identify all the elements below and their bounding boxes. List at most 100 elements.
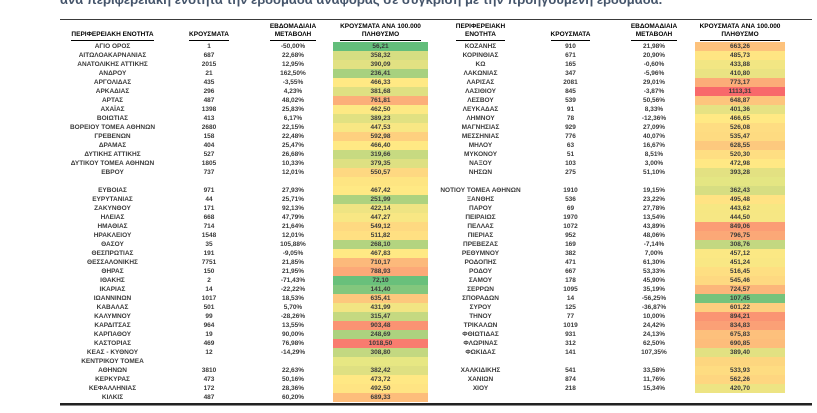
per-100k-cell: 628,55 (695, 141, 785, 150)
weekly-change-cell (253, 177, 333, 186)
cases-cell: 737 (203, 169, 215, 176)
table-row: ΜΑΓΝΗΣΙΑΣ 929 27,09% 526,08 (433, 123, 785, 132)
table-row: ΣΠΟΡΑΔΩΝ 14 -56,25% 107,45 (433, 294, 785, 303)
table-row: ΛΗΜΝΟΥ 78 -12,36% 466,65 (433, 114, 785, 123)
cases-cell: 169 (565, 241, 576, 248)
cases-cell: 845 (565, 88, 576, 95)
col-header-cases: ΚΡΟΥΣΜΑΤΑ (165, 21, 253, 42)
cases-cell: 2015 (201, 61, 217, 68)
cases-cell (165, 177, 253, 186)
cases-cell: 191 (203, 250, 215, 257)
table-row: ΔΥΤΙΚΟΥ ΤΟΜΕΑ ΑΘΗΝΩΝ 1805 10,33% 379,35 (60, 159, 428, 168)
table-row: ΔΡΑΜΑΣ 404 25,47% 466,40 (60, 141, 428, 150)
weekly-change-cell: -36,87% (641, 304, 667, 311)
weekly-change-cell: -71,43% (280, 277, 306, 284)
per-100k-cell: 485,73 (695, 51, 785, 60)
per-100k-cell: 72,10 (333, 276, 428, 285)
weekly-change-cell: 26,68% (281, 151, 305, 158)
per-100k-cell: 382,42 (333, 366, 428, 375)
per-100k-cell: 393,28 (695, 168, 785, 177)
weekly-change-cell: 8,51% (644, 151, 664, 158)
region-cell: ΠΑΡΟΥ (469, 205, 492, 212)
region-cell: ΠΙΕΡΙΑΣ (467, 232, 494, 239)
per-100k-cell: 472,98 (695, 159, 785, 168)
per-100k-cell (333, 177, 428, 186)
region-cell: ΤΡΙΚΑΛΩΝ (463, 322, 498, 329)
weekly-change-cell: 15,34% (642, 385, 666, 392)
region-cell: ΚΑΛΥΜΝΟΥ (94, 313, 131, 320)
per-100k-cell: 433,88 (695, 60, 785, 69)
weekly-change-cell: 50,56% (642, 97, 666, 104)
per-100k-cell: 251,99 (333, 195, 428, 204)
cases-cell: 469 (203, 340, 215, 347)
cases-cell: 501 (203, 304, 215, 311)
table-row: ΒΟΙΩΤΙΑΣ 413 6,17% 389,23 (60, 114, 428, 123)
per-100k-cell: 466,65 (695, 114, 785, 123)
table-row: ΜΕΣΣΗΝΙΑΣ 776 40,07% 535,47 (433, 132, 785, 141)
cases-cell: 536 (565, 196, 576, 203)
region-cell: ΘΑΣΟΥ (101, 241, 124, 248)
table-row: ΡΟΔΟΥ 667 53,33% 516,45 (433, 267, 785, 276)
weekly-change-cell: 50,16% (281, 376, 305, 383)
region-cell (433, 357, 528, 366)
table-row: ΑΧΑΪΑΣ 1398 25,83% 462,50 (60, 105, 428, 114)
per-100k-cell: 533,93 (695, 366, 785, 375)
weekly-change-cell: 21,95% (281, 268, 305, 275)
region-cell: ΛΕΣΒΟΥ (467, 97, 494, 104)
cases-cell: 1017 (201, 295, 217, 302)
table-row: ΑΡΓΟΛΙΔΑΣ 435 -3,55% 466,33 (60, 78, 428, 87)
cases-cell: 382 (565, 250, 576, 257)
region-cell: ΧΙΟΥ (472, 385, 489, 392)
cases-cell: 91 (566, 106, 575, 113)
region-cell: ΛΑΡΙΣΑΣ (466, 79, 495, 86)
table-top-border (60, 19, 812, 20)
cases-cell: 487 (203, 97, 215, 104)
per-100k-cell: 362,43 (695, 186, 785, 195)
table-row: ΑΘΗΝΩΝ 3810 22,63% 382,42 (60, 366, 428, 375)
weekly-change-cell: 43,89% (642, 223, 666, 230)
weekly-change-cell: -14,29% (280, 349, 306, 356)
cases-cell: 667 (565, 268, 576, 275)
table-row: ΘΕΣΠΡΩΤΙΑΣ 191 -9,05% 467,83 (60, 249, 428, 258)
cases-cell: 487 (203, 394, 215, 401)
table-row: ΚΑΣΤΟΡΙΑΣ 469 76,98% 1018,50 (60, 339, 428, 348)
table-row: ΗΛΕΙΑΣ 668 47,79% 447,27 (60, 213, 428, 222)
cases-cell: 714 (203, 223, 215, 230)
per-100k-cell: 467,42 (333, 186, 428, 195)
region-cell: ΚΑΡΠΑΘΟΥ (93, 331, 132, 338)
table-row: ΛΕΣΒΟΥ 539 50,56% 648,87 (433, 96, 785, 105)
table-row: ΝΗΣΩΝ 275 51,10% 393,28 (433, 168, 785, 177)
region-cell: ΜΥΚΟΝΟΥ (463, 151, 498, 158)
cases-cell: 404 (203, 142, 215, 149)
region-cell: ΒΟΡΕΙΟΥ ΤΟΜΕΑ ΑΘΗΝΩΝ (69, 124, 156, 131)
right-table-body: ΚΟΖΑΝΗΣ 910 21,98% 663,26 ΚΟΡΙΝΘΙΑΣ 671 20,90%… (433, 42, 785, 393)
region-cell: ΜΗΛΟΥ (468, 142, 493, 149)
cases-cell: 14 (566, 295, 575, 302)
weekly-change-cell: 27,09% (642, 124, 666, 131)
table-row: ΛΑΚΩΝΙΑΣ 347 -5,96% 410,80 (433, 69, 785, 78)
weekly-change-cell: 47,79% (281, 214, 305, 221)
region-cell: ΑΡΓΟΛΙΔΑΣ (93, 79, 132, 86)
weekly-change-cell: -3,87% (643, 88, 665, 95)
per-100k-cell: 390,09 (333, 60, 428, 69)
weekly-change-cell (253, 357, 333, 366)
table-row: ΦΘΙΩΤΙΔΑΣ 931 24,13% 675,83 (433, 330, 785, 339)
per-100k-cell: 308,80 (333, 348, 428, 357)
cases-cell: 473 (203, 376, 215, 383)
weekly-change-cell: 22,63% (281, 367, 305, 374)
col-header-region: ΠΕΡΙΦΕΡΕΙΑΚΗ ΕΝΟΤΗΤΑ (60, 21, 165, 42)
per-100k-cell: 466,40 (333, 141, 428, 150)
per-100k-cell (333, 357, 428, 366)
col-header-weekly-change: ΕΒΔΟΜΑΔΙΑΙΑ ΜΕΤΑΒΟΛΗ (613, 21, 695, 42)
per-100k-cell: 495,48 (695, 195, 785, 204)
per-100k-cell: 535,47 (695, 132, 785, 141)
cases-cell: 103 (565, 160, 576, 167)
per-100k-cell: 903,48 (333, 321, 428, 330)
weekly-change-cell: 12,01% (281, 232, 305, 239)
cases-cell: 1019 (563, 322, 578, 329)
weekly-change-cell: 3,00% (644, 160, 664, 167)
weekly-change-cell: 23,22% (642, 196, 666, 203)
region-cell: ΝΑΞΟΥ (469, 160, 492, 167)
region-cell: ΚΩ (475, 61, 486, 68)
per-100k-cell: 422,14 (333, 204, 428, 213)
